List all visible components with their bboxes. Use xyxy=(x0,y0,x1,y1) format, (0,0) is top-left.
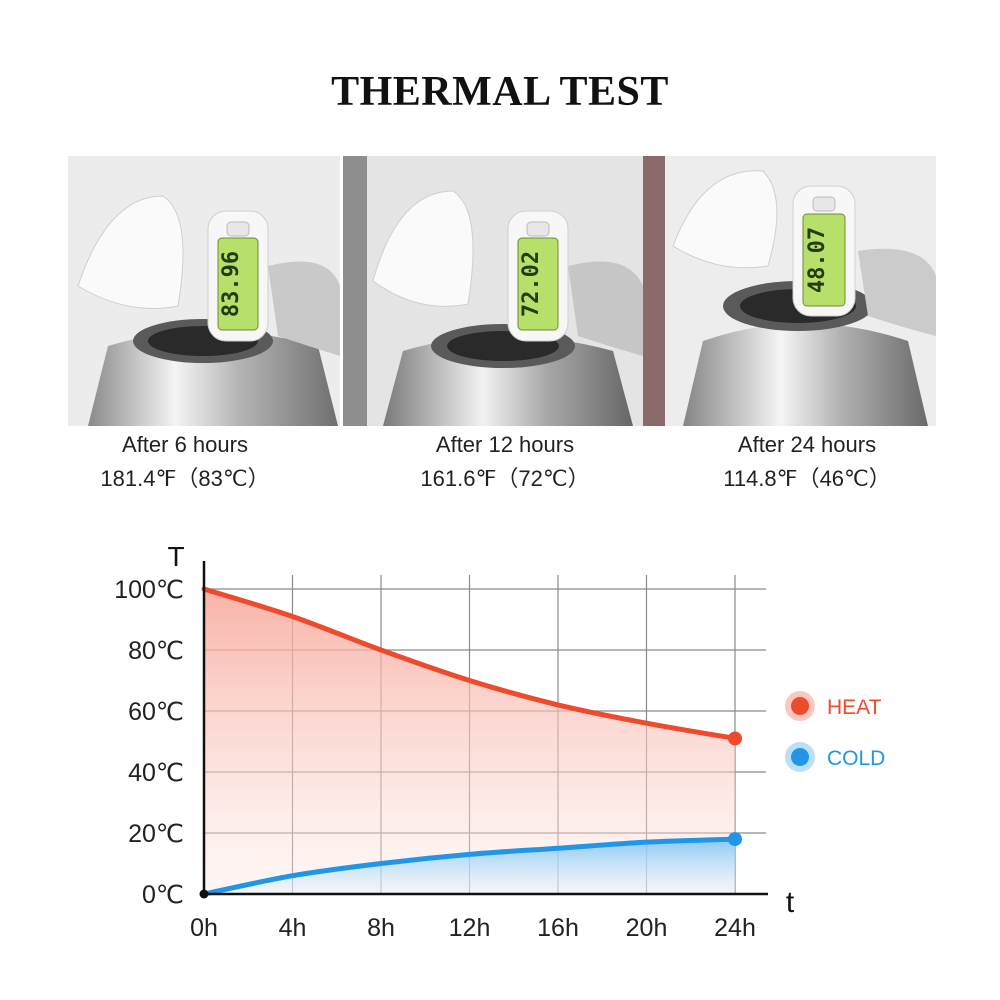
caption-time: After 12 hours xyxy=(435,432,575,457)
chart-areas xyxy=(204,589,735,894)
y-axis-label: T xyxy=(167,541,184,572)
cold-legend-label: COLD xyxy=(827,747,885,770)
caption-temperature: 181.4℉（83℃） xyxy=(100,466,270,491)
caption-time: After 24 hours xyxy=(737,432,877,457)
caption-temperature: 114.8℉（46℃） xyxy=(723,466,891,491)
thermos-6h-illustration: 83.96 xyxy=(68,156,340,426)
thermos-photo-6h: 83.96 xyxy=(68,156,340,426)
x-tick-label: 0h xyxy=(190,914,218,942)
heat-area xyxy=(204,589,735,894)
page-title: THERMAL TEST xyxy=(331,69,669,115)
y-tick-label: 40℃ xyxy=(128,759,184,787)
cold-legend-marker xyxy=(791,748,809,766)
heat-legend-marker xyxy=(791,697,809,715)
x-tick-label: 4h xyxy=(279,914,307,942)
temperature-chart: 0℃ 20℃ 40℃ 60℃ 80℃ 100℃ 0h 4h 8h 12h 16h 20h 24h Tt H… xyxy=(114,541,885,942)
y-tick-label: 20℃ xyxy=(128,820,184,848)
heat-line xyxy=(201,586,738,741)
thermos-photo-12h: 72.02 xyxy=(343,156,643,426)
y-tick-label: 100℃ xyxy=(114,576,184,604)
lcd-reading: 48.07 xyxy=(805,227,830,293)
caption-temperature: 161.6℉（72℃） xyxy=(420,466,590,491)
heat-end-point xyxy=(728,731,742,746)
x-tick-label: 24h xyxy=(714,914,756,942)
chart-axes: 0℃ 20℃ 40℃ 60℃ 80℃ 100℃ 0h 4h 8h 12h 16h 20h 24h Tt xyxy=(114,541,795,942)
y-tick-label: 60℃ xyxy=(128,698,184,726)
x-tick-label: 12h xyxy=(449,914,491,942)
lcd-reading: 83.96 xyxy=(219,251,244,317)
lcd-reading: 72.02 xyxy=(519,251,544,317)
caption-time: After 6 hours xyxy=(122,432,248,457)
y-tick-label: 0℃ xyxy=(142,881,184,909)
thermos-24h-illustration: 48.07 xyxy=(643,156,936,426)
x-tick-label: 16h xyxy=(537,914,579,942)
thermos-photo-24h: 48.07 xyxy=(643,156,936,426)
cold-end-point xyxy=(728,832,742,847)
cold-area xyxy=(204,839,735,894)
heat-legend-label: HEAT xyxy=(827,696,882,719)
x-tick-label: 20h xyxy=(626,914,668,942)
caption-6h: After 6 hours 181.4℉（83℃） xyxy=(60,428,310,496)
cold-line xyxy=(201,836,738,897)
y-tick-label: 80℃ xyxy=(128,637,184,665)
chart-legend: HEAT COLD xyxy=(785,691,885,772)
caption-12h: After 12 hours 161.6℉（72℃） xyxy=(380,428,630,496)
thermos-12h-illustration: 72.02 xyxy=(343,156,643,426)
x-tick-label: 8h xyxy=(367,914,395,942)
x-axis-label: t xyxy=(786,886,795,919)
caption-24h: After 24 hours 114.8℉（46℃） xyxy=(682,428,932,496)
